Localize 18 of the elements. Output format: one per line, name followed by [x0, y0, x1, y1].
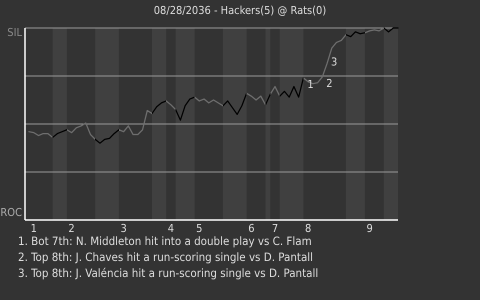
annotation: 3	[331, 56, 338, 69]
text: ROC	[0, 206, 22, 219]
text: 2. Top 8th: J. Chaves hit a run-scoring single vs D. Pantall	[18, 250, 314, 264]
text: 1. Bot 7th: N. Middleton hit into a double play vs C. Flam	[18, 234, 312, 248]
x-tick-label: 5	[196, 222, 202, 235]
x-tick-label: 7	[272, 222, 278, 235]
annotation: 1	[307, 78, 314, 91]
x-tick-label: 3	[120, 222, 127, 235]
text: 3. Top 8th: J. Valéncia hit a run-scoring single vs D. Pantall	[18, 266, 318, 280]
x-tick-label: 6	[248, 222, 254, 235]
chart-title: 08/28/2036 - Hackers(5) @ Rats(0)	[154, 4, 326, 17]
x-tick-label: 9	[366, 222, 373, 235]
x-tick-label: 2	[68, 222, 75, 235]
x-tick-label: 8	[304, 222, 312, 235]
annotation: 2	[326, 76, 333, 90]
x-tick-label: 1	[30, 222, 37, 235]
text: SIL	[7, 26, 22, 39]
x-tick-label: 4	[168, 222, 174, 235]
